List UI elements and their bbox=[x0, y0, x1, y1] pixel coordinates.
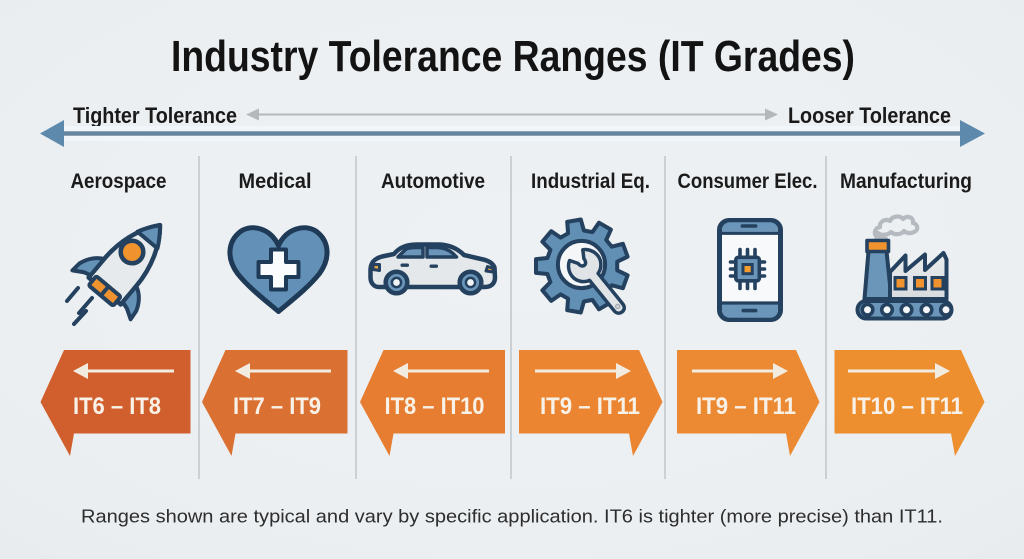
svg-text:IT8 – IT10: IT8 – IT10 bbox=[385, 393, 485, 420]
svg-text:Tighter Tolerance: Tighter Tolerance bbox=[73, 103, 237, 128]
svg-text:Consumer Elec.: Consumer Elec. bbox=[678, 170, 818, 193]
svg-text:IT7 – IT9: IT7 – IT9 bbox=[233, 393, 321, 420]
svg-text:IT10 – IT11: IT10 – IT11 bbox=[851, 393, 963, 420]
svg-text:Ranges shown are typical and v: Ranges shown are typical and vary by spe… bbox=[81, 507, 943, 527]
svg-text:Aerospace: Aerospace bbox=[71, 170, 167, 193]
svg-text:Industrial Eq.: Industrial Eq. bbox=[531, 170, 650, 193]
svg-text:Automotive: Automotive bbox=[381, 170, 485, 193]
svg-text:IT9 – IT11: IT9 – IT11 bbox=[540, 393, 640, 420]
svg-text:IT6 – IT8: IT6 – IT8 bbox=[73, 393, 161, 420]
svg-text:Looser Tolerance: Looser Tolerance bbox=[788, 103, 951, 128]
svg-text:Medical: Medical bbox=[239, 170, 312, 193]
svg-text:IT9 – IT11: IT9 – IT11 bbox=[696, 393, 796, 420]
svg-text:Manufacturing: Manufacturing bbox=[840, 170, 972, 193]
svg-text:Industry Tolerance Ranges (IT: Industry Tolerance Ranges (IT Grades) bbox=[171, 32, 855, 81]
